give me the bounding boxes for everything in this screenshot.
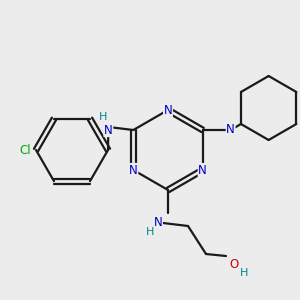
- Text: O: O: [230, 257, 238, 271]
- Text: N: N: [164, 103, 172, 116]
- Text: N: N: [226, 124, 235, 136]
- Text: N: N: [198, 164, 207, 176]
- Text: N: N: [154, 217, 162, 230]
- Text: H: H: [99, 112, 107, 122]
- Text: H: H: [146, 227, 154, 237]
- Text: N: N: [129, 164, 138, 176]
- Text: N: N: [104, 124, 113, 136]
- Text: H: H: [240, 268, 248, 278]
- Text: Cl: Cl: [20, 143, 31, 157]
